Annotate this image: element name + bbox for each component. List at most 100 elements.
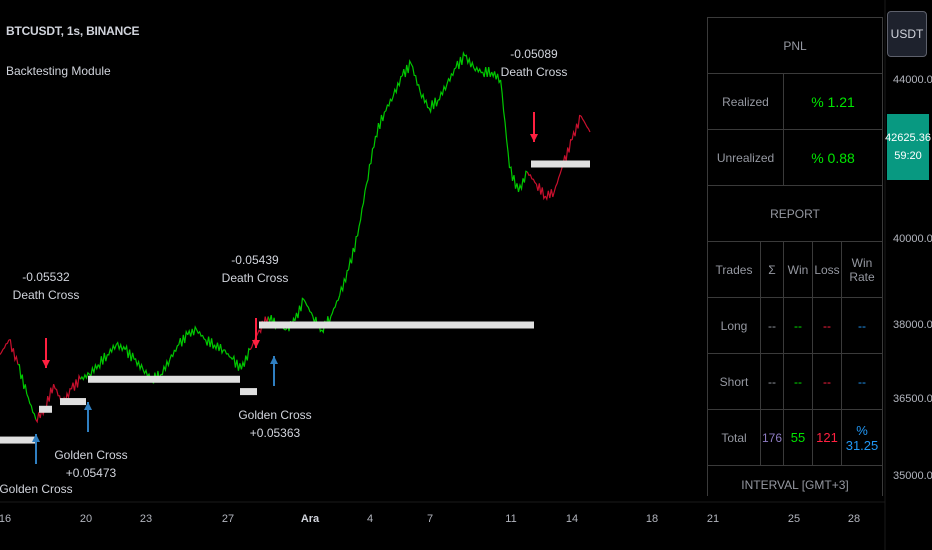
trade-level-bar (39, 405, 52, 413)
annotation-death-cross-1: -0.05532 Death Cross (13, 268, 80, 304)
price-segment (35, 409, 46, 424)
row-long-loss: -- (812, 297, 842, 354)
last-price-badge: 42625.36 59:20 (885, 114, 931, 180)
backtest-report-table: PNL Realized % 1.21 Unrealized % 0.88 RE… (707, 17, 883, 496)
price-segment (491, 71, 502, 85)
price-segment (437, 83, 448, 101)
price-segment (124, 343, 135, 362)
col-loss: Loss (812, 241, 842, 298)
realized-label: Realized (707, 73, 784, 130)
row-short-sum: -- (760, 353, 784, 410)
price-segment (517, 170, 528, 193)
x-tick-16: 16 (0, 513, 12, 525)
price-segment (115, 341, 126, 353)
annotation-label: Golden Cross (238, 408, 312, 422)
row-long-rate: -- (841, 297, 883, 354)
x-tick-11: 11 (505, 513, 517, 525)
annotation-value: -0.05439 (231, 253, 279, 267)
buy-arrow-icon (84, 402, 92, 432)
trade-level-bar (240, 388, 257, 396)
price-segment (544, 189, 555, 202)
price-segment (553, 163, 564, 193)
unrealized-value: % 0.88 (783, 129, 883, 186)
trade-level-bar (531, 160, 590, 168)
price-segment (473, 65, 483, 74)
row-total-label: Total (707, 409, 761, 466)
col-trades: Trades (707, 241, 761, 298)
currency-button[interactable]: USDT (887, 11, 927, 57)
annotation-label: Death Cross (500, 65, 568, 79)
price-segment (240, 347, 251, 370)
y-tick-38000: 38000.00 (893, 319, 932, 331)
trade-level-bar (0, 436, 37, 444)
sell-arrow-icon (252, 318, 260, 348)
price-segment (455, 51, 466, 70)
annotation-label: Death Cross (12, 288, 80, 302)
col-sum: Σ (760, 241, 784, 298)
x-tick-4: 4 (366, 513, 374, 525)
price-segment (446, 67, 457, 85)
price-segment (580, 115, 591, 133)
price-segment (419, 91, 430, 109)
price-segment (196, 329, 206, 341)
annotation-golden-cross-2: Golden Cross +0.05363 (238, 406, 311, 442)
x-tick-21: 21 (706, 513, 720, 525)
row-short-loss: -- (812, 353, 842, 410)
price-segment (70, 373, 82, 391)
price-segment (330, 295, 341, 317)
col-win: Win (783, 241, 813, 298)
price-segment (187, 325, 198, 337)
price-segment (17, 363, 28, 395)
interval-label: INTERVAL [GMT+3] (707, 465, 883, 496)
y-tick-40000: 40000.00 (893, 233, 932, 245)
last-price-countdown: 59:20 (894, 150, 922, 162)
price-segment (562, 138, 573, 165)
trade-level-group (0, 160, 590, 444)
price-segment (375, 111, 385, 138)
price-segment (294, 297, 305, 321)
price-segment (365, 135, 377, 185)
y-tick-35000: 35000.00 (893, 470, 932, 482)
x-tick-18: 18 (645, 513, 659, 525)
buy-arrow-icon (32, 434, 40, 464)
annotation-value: +0.05473 (65, 466, 117, 480)
row-long-label: Long (707, 297, 761, 354)
report-title: REPORT (707, 185, 883, 242)
price-segment (79, 371, 90, 381)
buy-arrow-icon (270, 356, 278, 386)
price-segment (205, 336, 216, 349)
annotation-value: +0.05363 (249, 426, 301, 440)
annotation-label: Death Cross (221, 271, 289, 285)
price-segment (169, 344, 180, 360)
price-segment (482, 67, 493, 78)
annotation-label: Golden Cross (0, 482, 73, 496)
row-total-rate: % 31.25 (841, 409, 883, 466)
indicator-name: Backtesting Module (6, 64, 111, 78)
symbol-title: BTCUSDT, 1s, BINANCE (6, 24, 140, 38)
annotation-golden-cross-0: Golden Cross (0, 480, 73, 500)
x-tick-7: 7 (426, 513, 434, 525)
price-segment (160, 358, 171, 376)
price-segment (410, 63, 421, 93)
x-tick-20: 20 (79, 513, 93, 525)
x-tick-14: 14 (565, 513, 579, 525)
trade-level-bar (259, 321, 534, 329)
price-segment (97, 352, 108, 370)
trade-level-bar (88, 375, 240, 383)
price-segment (392, 75, 403, 97)
y-tick-44000: 44000.00 (893, 74, 932, 86)
price-segment (500, 79, 511, 169)
price-segment (384, 95, 394, 113)
pnl-title: PNL (707, 17, 883, 74)
price-segment (231, 354, 242, 371)
signal-arrows-group (32, 112, 538, 464)
price-segment (213, 342, 225, 355)
price-segment (401, 58, 412, 78)
price-segment (249, 329, 260, 350)
annotation-value: -0.05532 (22, 270, 70, 284)
row-long-sum: -- (760, 297, 784, 354)
sell-arrow-icon (42, 338, 50, 368)
unrealized-label: Unrealized (707, 129, 784, 186)
price-segment (509, 166, 520, 193)
